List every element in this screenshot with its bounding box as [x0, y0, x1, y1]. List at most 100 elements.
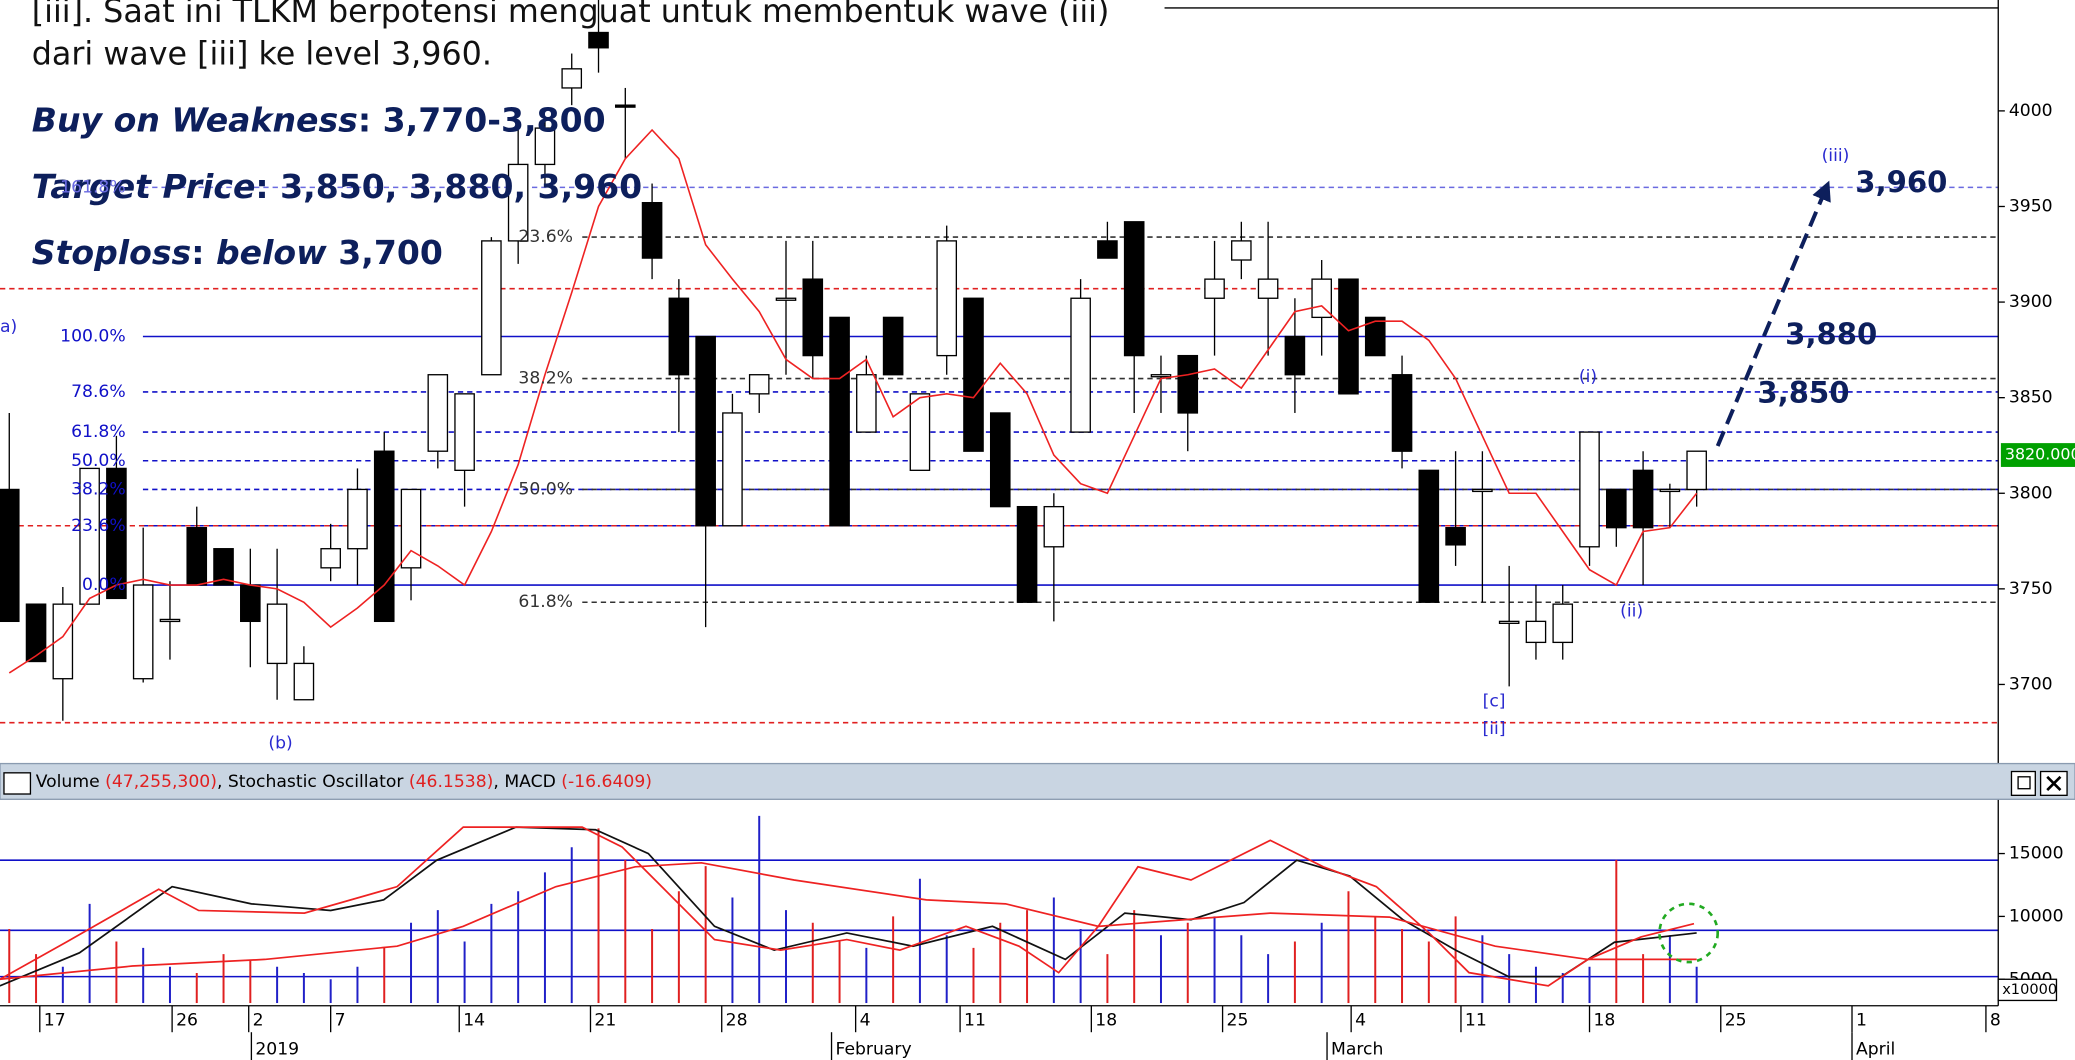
candle-body — [159, 618, 181, 623]
x-tick-label: 4 — [860, 1010, 871, 1030]
level-label: 0.0% — [82, 575, 126, 595]
indicator-legend: Volume (47,255,300), Stochastic Oscillat… — [36, 772, 652, 792]
note-line: dari wave [iii] ke level 3,960. — [32, 37, 492, 73]
candle-body — [186, 527, 208, 586]
level-label: 38.2% — [518, 369, 573, 389]
candle-body — [0, 488, 20, 623]
candle-body — [614, 104, 636, 108]
wave-label: [c] — [1483, 691, 1506, 711]
month-label: 2019 — [255, 1039, 299, 1059]
last-price-label: 3820.000 — [2005, 445, 2075, 464]
y-tick-label: 3800 — [2009, 483, 2053, 503]
level-label: 61.8% — [71, 422, 126, 442]
candle-body — [320, 548, 341, 569]
x-tick-label: 8 — [1990, 1010, 2001, 1030]
candle-body — [240, 584, 261, 623]
candle-body — [1472, 488, 1493, 493]
candle-body — [989, 412, 1011, 508]
x-tick-label: 17 — [44, 1010, 66, 1030]
legend-name: , Stochastic Oscillator — [217, 772, 404, 792]
x-tick-label: 18 — [1593, 1010, 1615, 1030]
x-tick-label: 25 — [1227, 1010, 1249, 1030]
candle-body — [266, 603, 288, 665]
candle-body — [909, 393, 931, 471]
y-tick-label: 3850 — [2009, 388, 2053, 408]
target-label: 3,850 — [1757, 375, 1849, 409]
plan-line: Target Price: 3,850, 3,880, 3,960 — [32, 166, 642, 205]
plan-part: Target Price — [32, 166, 256, 205]
candle-body — [695, 335, 716, 527]
x-tick-label: 2 — [253, 1010, 264, 1030]
price-panel — [0, 0, 1999, 724]
candle-body — [132, 584, 154, 680]
x-tick-label: 4 — [1355, 1010, 1366, 1030]
y2-tick-label: 15000 — [2009, 844, 2064, 864]
level-label: 61.8% — [518, 592, 573, 612]
level-label: 161.8% — [60, 177, 126, 197]
y-tick-label: 3950 — [2009, 196, 2053, 216]
candle-body — [1552, 603, 1574, 644]
plan-part: 3,700 — [327, 233, 443, 272]
candle-body — [1364, 316, 1386, 357]
highlight-circle — [1658, 902, 1720, 964]
candle-body — [641, 201, 663, 259]
wave-label: (ii) — [1620, 601, 1643, 621]
candle-body — [1070, 297, 1091, 433]
y2-tick-label: 10000 — [2009, 906, 2064, 926]
candle-body — [427, 374, 449, 452]
candle-body — [213, 548, 234, 586]
candle-body — [1204, 278, 1225, 299]
candle-body — [1418, 469, 1440, 603]
moving-average — [8, 128, 1698, 674]
candle-body — [1445, 527, 1466, 546]
note-line: [iii]. Saat ini TLKM berpotensi menguat … — [32, 0, 1110, 30]
target-label: 3,960 — [1855, 165, 1947, 199]
candle-body — [1123, 221, 1145, 357]
candle-body — [1177, 354, 1199, 414]
x-tick-label: 1 — [1856, 1010, 1867, 1030]
maximize-button[interactable] — [2010, 770, 2036, 796]
x-tick-label: 7 — [335, 1010, 346, 1030]
plan-line: Stoploss: below 3,700 — [32, 233, 443, 272]
level-label: 50.0% — [518, 479, 573, 499]
candle-body — [1525, 620, 1547, 644]
candle-body — [963, 297, 984, 452]
candle-body — [293, 662, 315, 701]
candle-body — [1257, 278, 1279, 299]
plan-line: Buy on Weakness: 3,770-3,800 — [32, 100, 606, 139]
level-label: 38.2% — [71, 479, 126, 499]
candle-body — [1686, 450, 1707, 491]
candle-body — [936, 240, 958, 357]
x-tick-label: 28 — [726, 1010, 748, 1030]
month-label: February — [836, 1039, 912, 1059]
candle-body — [454, 393, 475, 471]
legend-name: Volume — [36, 772, 100, 792]
plan-part: : 3,850, 3,880, 3,960 — [255, 166, 642, 205]
y2-unit: x10000 — [2002, 981, 2057, 998]
candle-body — [561, 68, 583, 89]
candle-body — [52, 603, 74, 680]
candle-body — [829, 316, 850, 527]
candle-body — [1606, 488, 1627, 529]
candle-body — [507, 163, 529, 242]
overlay: Buy on Weakness: 3,770-3,800 Target Price… — [32, 100, 642, 612]
candle-body — [722, 412, 743, 527]
legend-reading: (46.1538) — [409, 772, 493, 792]
legend-reading: (-16.6409) — [561, 772, 652, 792]
x-tick-label: 18 — [1095, 1010, 1117, 1030]
x-tick-label: 21 — [594, 1010, 616, 1030]
candle-body — [775, 297, 797, 301]
candle-body — [373, 450, 395, 623]
indicator-line — [0, 861, 1697, 981]
y-tick-label: 3700 — [2009, 674, 2053, 694]
plan-part: below — [216, 233, 327, 272]
x-tick-label: 11 — [964, 1010, 986, 1030]
x-tick-label: 25 — [1725, 1010, 1747, 1030]
candle-body — [668, 297, 690, 376]
legend-reading: (47,255,300) — [105, 772, 217, 792]
wave-label: (b) — [268, 734, 292, 754]
candle-body — [882, 316, 904, 376]
candle-body — [1150, 374, 1172, 378]
